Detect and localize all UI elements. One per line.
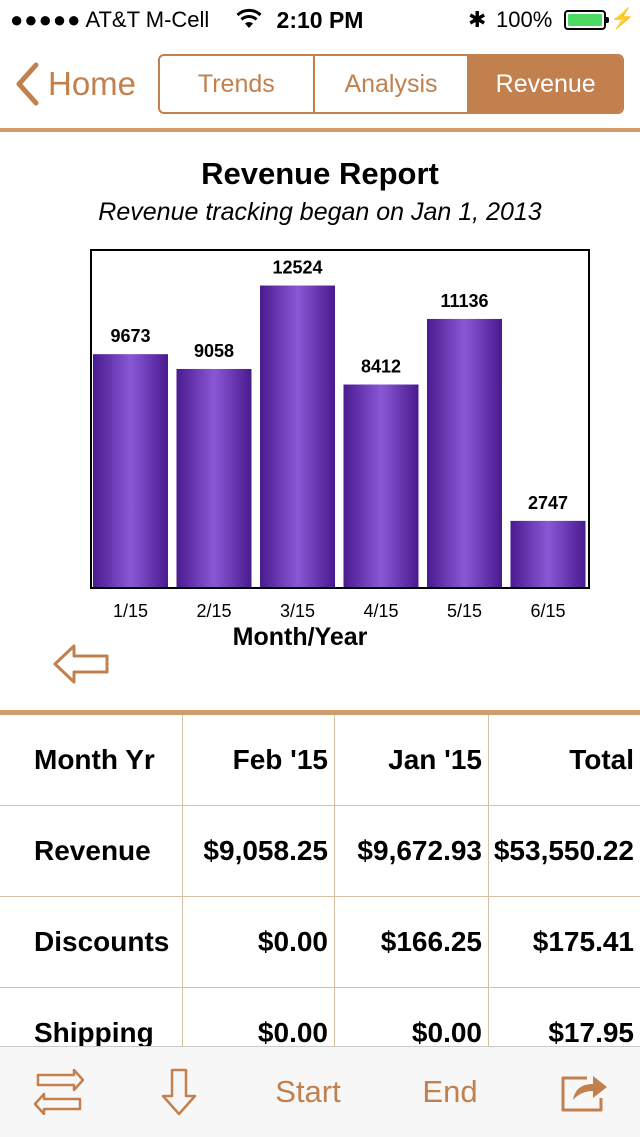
back-button-label: Home	[48, 65, 137, 102]
chart-x-tick-label: 5/15	[447, 601, 482, 621]
swap-arrows-icon	[33, 1069, 85, 1115]
bluetooth-icon: ✱	[468, 7, 487, 32]
wifi-icon	[236, 8, 262, 28]
table-cell: $0.00	[334, 988, 488, 1078]
table-cell: $53,550.22	[488, 806, 640, 896]
down-arrow-icon	[161, 1068, 197, 1116]
chart-x-tick-label: 1/15	[113, 601, 148, 621]
report-title: Revenue Report	[201, 156, 439, 191]
view-segmented-control: Trends Analysis Revenue	[158, 54, 624, 114]
report-subtitle: Revenue tracking began on Jan 1, 2013	[98, 198, 542, 226]
chart-data-label: 11136	[440, 291, 488, 311]
table-cell: $166.25	[334, 897, 488, 987]
start-button[interactable]: Start	[275, 1074, 341, 1109]
table-cell: $17.95	[488, 988, 640, 1078]
status-time: 2:10 PM	[276, 7, 364, 33]
row-label: Shipping	[34, 1017, 154, 1048]
tab-analysis[interactable]: Analysis	[315, 56, 470, 112]
header-month-yr: Month Yr	[34, 744, 155, 775]
previous-period-arrow-icon[interactable]	[52, 642, 110, 686]
share-button[interactable]	[546, 1047, 622, 1137]
row-label: Revenue	[34, 835, 151, 866]
table-cell: $0.00	[182, 897, 334, 987]
chart-x-tick-label: 2/15	[196, 601, 231, 621]
header-column: Jan '15	[334, 715, 488, 805]
back-button[interactable]: Home	[14, 60, 136, 108]
chart-data-label: 12524	[272, 258, 322, 278]
header-column: Feb '15	[182, 715, 334, 805]
status-bar: ●●●●● AT&T M-Cell 2:10 PM ✱ 100% ⚡	[0, 0, 640, 40]
chart-plot-area	[90, 249, 590, 589]
carrier-info: ●●●●● AT&T M-Cell	[10, 7, 209, 33]
table-cell: $9,058.25	[182, 806, 334, 896]
chart-bar	[93, 354, 168, 587]
battery-percentage: 100%	[496, 7, 553, 32]
chart-data-label: 9673	[110, 326, 150, 346]
share-icon	[561, 1076, 607, 1112]
table-header-row: Month Yr Feb '15 Jan '15 Total	[0, 715, 640, 806]
chart-bar	[510, 520, 586, 587]
tab-trends[interactable]: Trends	[160, 56, 315, 112]
revenue-table: Month Yr Feb '15 Jan '15 Total Revenue $…	[0, 715, 640, 1079]
swap-columns-button[interactable]	[20, 1047, 98, 1137]
nav-divider	[0, 128, 640, 132]
chart-data-label: 2747	[528, 493, 568, 513]
table-cell: $175.41	[488, 897, 640, 987]
end-button[interactable]: End	[422, 1074, 478, 1109]
table-cell: $9,672.93	[334, 806, 488, 896]
charging-icon: ⚡	[610, 8, 635, 30]
header-total: Total	[488, 715, 640, 805]
chart-x-tick-label: 3/15	[280, 601, 315, 621]
scroll-down-button[interactable]	[146, 1047, 212, 1137]
chevron-left-icon	[16, 62, 39, 106]
table-row-revenue: Revenue $9,058.25 $9,672.93 $53,550.22	[0, 806, 640, 897]
carrier-name: AT&T M-Cell	[85, 7, 210, 32]
battery-icon	[564, 10, 609, 30]
row-label: Discounts	[34, 926, 170, 957]
signal-strength-icon: ●●●●●	[10, 7, 82, 32]
table-row-shipping: Shipping $0.00 $0.00 $17.95	[0, 988, 640, 1079]
chart-x-axis-label: Month/Year	[233, 623, 368, 651]
tab-revenue[interactable]: Revenue	[469, 56, 622, 112]
chart-data-label: 9058	[194, 341, 234, 361]
chart-x-tick-label: 4/15	[363, 601, 398, 621]
chart-bar	[343, 384, 419, 587]
bottom-toolbar: Start End	[0, 1046, 640, 1137]
table-row-discounts: Discounts $0.00 $166.25 $175.41	[0, 897, 640, 988]
chart-bar	[260, 285, 335, 587]
chart-bar	[427, 318, 502, 587]
section-divider	[0, 710, 640, 715]
navigation-bar: Home Trends Analysis Revenue	[0, 40, 640, 128]
chart-bar	[176, 368, 252, 587]
table-cell: $0.00	[182, 988, 334, 1078]
chart-data-label: 8412	[361, 357, 401, 377]
chart-x-tick-label: 6/15	[530, 601, 565, 621]
revenue-bar-chart: 9673 1/15 9058 2/15 12524 3/15 8412 4/15 11136 5/…	[90, 249, 590, 651]
